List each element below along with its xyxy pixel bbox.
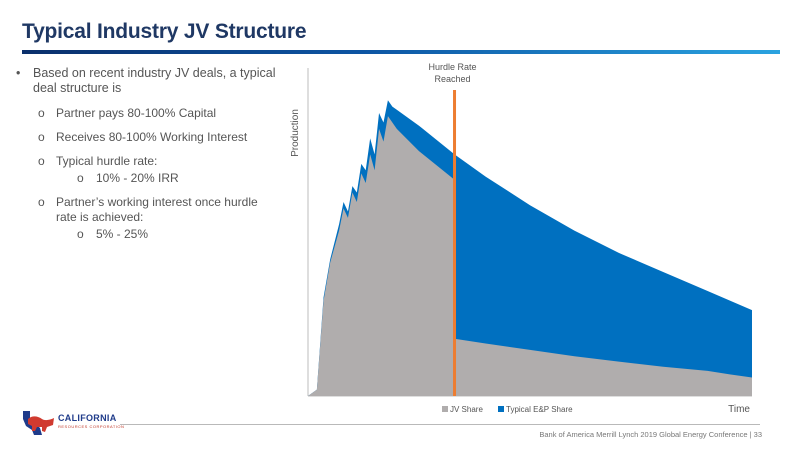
sub-bullet-2: o Receives 80-100% Working Interest <box>16 130 276 145</box>
sub-sub-bullet-4: o 5% - 25% <box>16 227 276 242</box>
sub-bullet-text: Receives 80-100% Working Interest <box>56 130 248 144</box>
sub-bullet-4: o Partner’s working interest once hurdle… <box>16 195 276 225</box>
circle-bullet-icon: o <box>77 171 84 185</box>
legend-label-2: Typical E&P Share <box>506 405 573 414</box>
series-jv-share-area <box>308 116 752 396</box>
bullet-dot-icon: • <box>16 66 21 80</box>
circle-bullet-icon: o <box>38 154 45 168</box>
bullet-main: • Based on recent industry JV deals, a t… <box>16 66 276 96</box>
sub-sub-bullet-text: 5% - 25% <box>96 227 149 241</box>
y-axis-label: Production <box>290 109 301 157</box>
slide-title: Typical Industry JV Structure <box>22 20 307 43</box>
sub-bullet-1: o Partner pays 80-100% Capital <box>16 106 276 121</box>
sub-bullet-text: Typical hurdle rate: <box>56 154 158 168</box>
sub-sub-bullet-text: 10% - 20% IRR <box>96 171 179 185</box>
sub-bullet-text: Partner’s working interest once hurdle r… <box>56 195 258 224</box>
jv-production-chart: Hurdle Rate Reached Production Time JV Share… <box>290 62 752 415</box>
legend-swatch-2 <box>498 406 504 412</box>
bullet-list: • Based on recent industry JV deals, a t… <box>16 66 276 242</box>
bullet-main-text: Based on recent industry JV deals, a typ… <box>33 66 276 95</box>
hurdle-annotation-line-2: Reached <box>435 74 471 84</box>
circle-bullet-icon: o <box>38 195 45 209</box>
legend-swatch-1 <box>442 406 448 412</box>
logo-name: CALIFORNIA <box>58 413 117 423</box>
logo-subtitle: RESOURCES CORPORATION <box>58 424 125 429</box>
footer-text: Bank of America Merrill Lynch 2019 Globa… <box>539 430 762 439</box>
circle-bullet-icon: o <box>77 227 84 241</box>
title-divider <box>22 50 780 54</box>
hurdle-annotation-line-1: Hurdle Rate <box>429 62 477 72</box>
california-map-logo-icon <box>20 408 56 443</box>
circle-bullet-icon: o <box>38 130 45 144</box>
sub-bullet-3: o Typical hurdle rate: <box>16 154 276 169</box>
x-axis-label: Time <box>728 404 750 415</box>
sub-sub-bullet-3: o 10% - 20% IRR <box>16 171 276 186</box>
legend-label-1: JV Share <box>450 405 483 414</box>
sub-bullet-text: Partner pays 80-100% Capital <box>56 106 217 120</box>
circle-bullet-icon: o <box>38 106 45 120</box>
footer-divider <box>120 424 760 425</box>
